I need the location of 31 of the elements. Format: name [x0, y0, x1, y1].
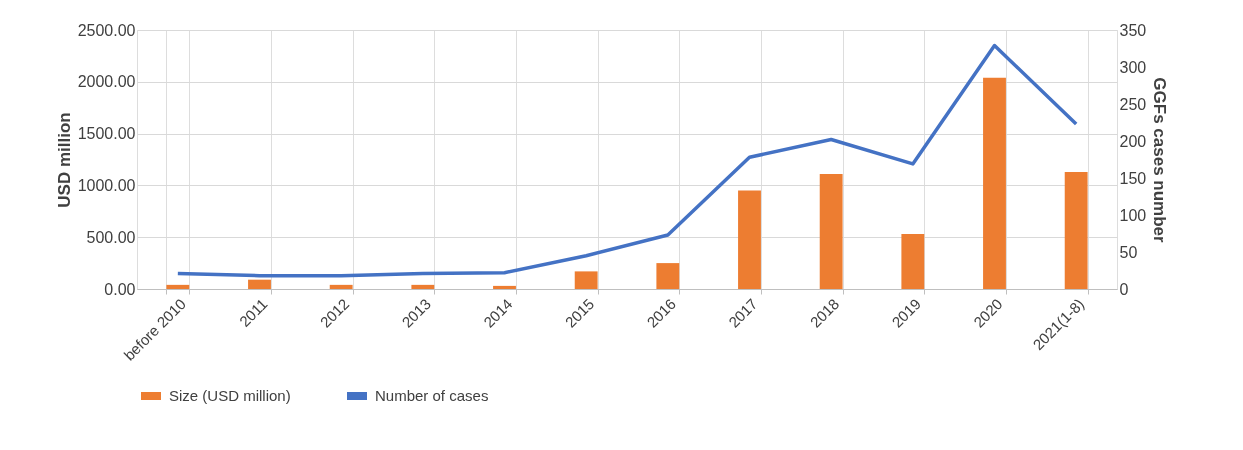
bar: [411, 284, 435, 289]
y2-tick-label: 50: [1119, 243, 1138, 261]
y-tick-label: 0.00: [104, 280, 136, 298]
y-tick-label: 500.00: [86, 228, 136, 246]
y-tick-label: 1000.00: [77, 176, 136, 194]
y2-tick-label: 250: [1119, 95, 1147, 113]
line-series: [176, 43, 1078, 278]
y2-axis-title: GGFs cases number: [1150, 77, 1170, 244]
bar: [574, 271, 598, 289]
bar: [819, 174, 843, 289]
y2-tick-label: 0: [1119, 280, 1129, 298]
bar: [738, 190, 761, 289]
y-tick-label: 1500.00: [77, 125, 136, 143]
legend-label: Size (USD million): [169, 387, 291, 404]
bar: [248, 279, 271, 289]
bar: [983, 77, 1006, 289]
y2-tick-label: 300: [1119, 58, 1147, 76]
bar: [901, 234, 925, 289]
y2-tick-label: 100: [1119, 206, 1147, 224]
y2-tick-label: 150: [1119, 169, 1147, 187]
bar: [656, 263, 680, 289]
bar: [493, 285, 516, 289]
y-axis-title: USD million: [54, 112, 74, 208]
y-tick-label: 2000.00: [77, 73, 136, 91]
y2-tick-label: 350: [1119, 21, 1147, 39]
y2-tick-label: 200: [1119, 132, 1147, 150]
legend-label: Number of cases: [375, 387, 489, 404]
y-tick-label: 2500.00: [77, 21, 136, 39]
bar: [166, 284, 190, 289]
bar: [329, 284, 353, 289]
bar: [1064, 171, 1088, 289]
